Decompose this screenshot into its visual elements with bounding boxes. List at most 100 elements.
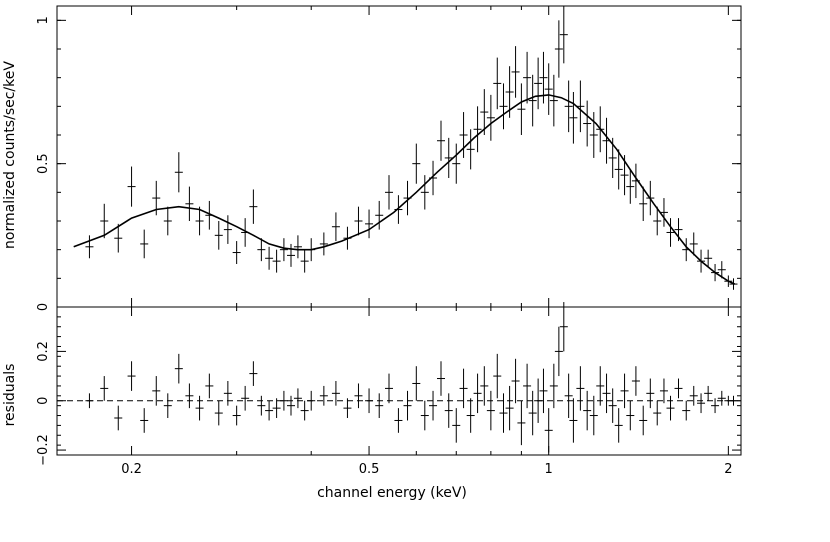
y-axis-label-residuals: residuals xyxy=(2,364,18,427)
data-point xyxy=(589,112,598,158)
panel-spectrum: 00.51 xyxy=(36,5,742,311)
data-point xyxy=(293,388,302,409)
data-point xyxy=(486,94,495,141)
data-point xyxy=(659,378,668,404)
data-point xyxy=(602,373,611,414)
data-point xyxy=(343,226,352,250)
data-point xyxy=(319,232,328,256)
y-tick-label: 0.2 xyxy=(36,341,51,362)
data-point xyxy=(437,120,446,161)
data-point xyxy=(499,393,508,433)
data-point xyxy=(646,378,655,409)
x-tick-label: 2 xyxy=(724,462,732,477)
data-point xyxy=(549,363,558,409)
data-point xyxy=(517,83,526,135)
data-point xyxy=(287,395,296,416)
data-point xyxy=(185,186,194,221)
data-point xyxy=(559,302,568,352)
data-point xyxy=(300,400,309,421)
data-point xyxy=(626,169,635,204)
data-point xyxy=(697,393,706,414)
data-point xyxy=(682,238,691,262)
data-point xyxy=(429,390,438,421)
data-point xyxy=(100,376,109,401)
data-point xyxy=(511,46,520,98)
data-point xyxy=(307,390,316,411)
data-point xyxy=(205,200,214,230)
data-point xyxy=(528,390,537,436)
data-point xyxy=(319,385,328,406)
data-point xyxy=(437,361,446,396)
data-point xyxy=(265,246,274,270)
data-point xyxy=(265,400,274,421)
data-point xyxy=(614,149,623,190)
data-point xyxy=(554,20,563,78)
data-point xyxy=(486,390,495,431)
data-point xyxy=(394,195,403,224)
data-point xyxy=(499,83,508,130)
data-point xyxy=(523,363,532,409)
data-point xyxy=(114,223,123,253)
data-point xyxy=(639,405,648,436)
data-point xyxy=(232,241,241,264)
y-tick-label: 0 xyxy=(36,397,51,405)
data-point xyxy=(704,249,713,267)
data-point xyxy=(420,175,429,210)
data-point xyxy=(114,405,123,431)
data-point xyxy=(564,80,573,133)
data-point xyxy=(620,373,629,409)
data-point xyxy=(549,74,558,127)
data-point xyxy=(528,74,537,127)
data-point xyxy=(195,206,204,236)
data-point xyxy=(511,358,520,404)
data-point xyxy=(544,63,553,115)
data-point xyxy=(589,395,598,436)
data-point xyxy=(505,66,514,118)
plot-frame xyxy=(56,306,742,456)
data-point xyxy=(711,398,720,414)
data-point xyxy=(466,129,475,170)
y-tick-label: 0 xyxy=(36,303,51,311)
data-point xyxy=(659,198,668,227)
data-point xyxy=(646,180,655,216)
data-point xyxy=(394,408,403,433)
data-point xyxy=(214,221,223,250)
x-tick-label: 0.2 xyxy=(121,462,142,477)
data-point xyxy=(608,388,617,423)
data-point xyxy=(493,353,502,399)
data-point xyxy=(608,137,617,178)
data-point xyxy=(602,117,611,164)
data-point xyxy=(241,385,250,411)
data-point xyxy=(480,366,489,406)
y-tick-label: 0.5 xyxy=(36,153,51,174)
data-point xyxy=(163,206,172,236)
data-point xyxy=(666,218,675,247)
data-point xyxy=(249,361,258,386)
data-point xyxy=(429,160,438,196)
data-point xyxy=(493,57,502,110)
data-point xyxy=(331,212,340,242)
data-point xyxy=(523,51,532,104)
data-point xyxy=(653,206,662,236)
data-point xyxy=(272,249,281,273)
data-point xyxy=(257,395,266,416)
data-point xyxy=(729,278,738,290)
panel-residuals: 0.2 0.5 1 2 −0.2 0 0.2 xyxy=(36,302,742,477)
data-point xyxy=(539,368,548,414)
data-point xyxy=(205,373,214,399)
data-point xyxy=(674,218,683,242)
data-point xyxy=(473,373,482,414)
data-point xyxy=(343,398,352,418)
data-point xyxy=(539,51,548,104)
data-point xyxy=(596,106,605,153)
data-point xyxy=(354,383,363,409)
data-point xyxy=(505,385,514,431)
data-point xyxy=(223,381,232,406)
data-point xyxy=(452,408,461,443)
data-point xyxy=(452,143,461,184)
data-point xyxy=(412,366,421,401)
data-point xyxy=(569,398,578,443)
data-point xyxy=(85,235,94,259)
